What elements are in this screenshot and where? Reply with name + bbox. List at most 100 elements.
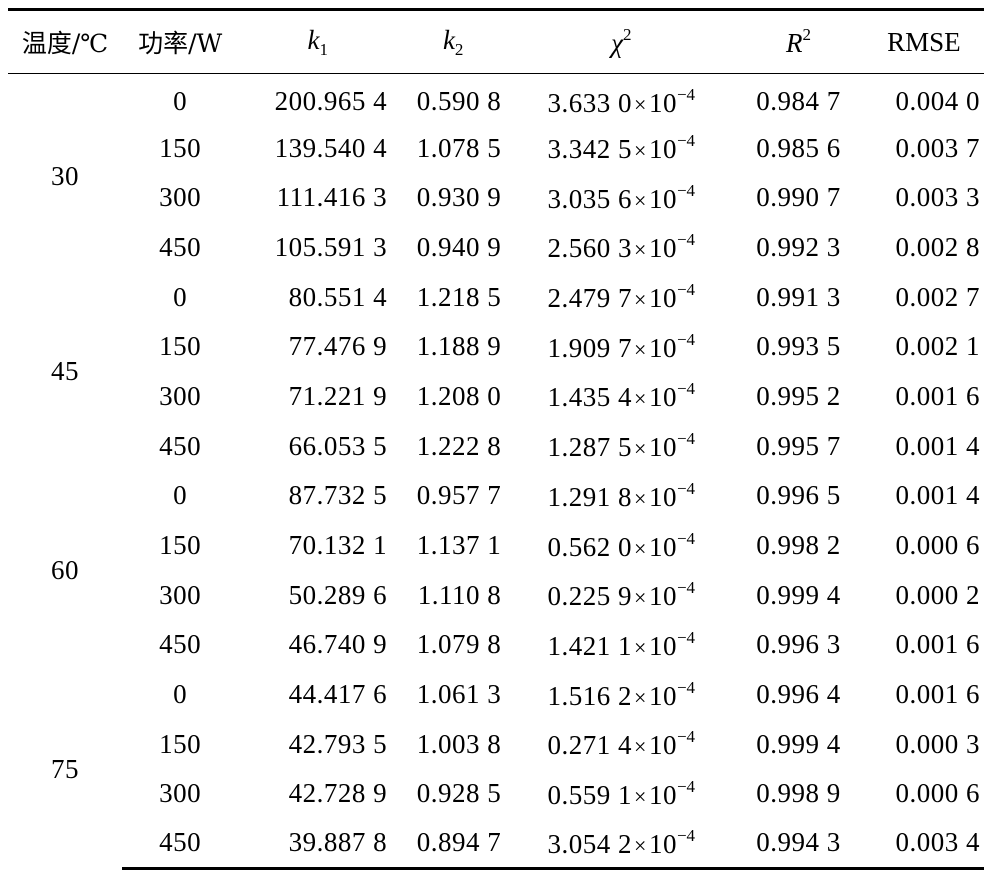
cell-k1: 39.887 8 (238, 818, 398, 870)
cell-power: 0 (173, 480, 188, 511)
cell-k1: 71.221 9 (288, 380, 388, 411)
cell-chi-square: 1.291 8×10−4 (509, 471, 733, 521)
table-row: 450 39.887 8 0.894 7 3.054 2×10−4 0.994 3 0.0… (8, 818, 984, 870)
table-row: 300 42.728 9 0.928 5 0.559 1×10−4 0.998 9 0.0… (8, 769, 984, 819)
cell-k2: 0.957 7 (416, 480, 502, 511)
chi-exponent: −4 (676, 329, 696, 349)
cell-r-square: 0.995 7 (756, 430, 841, 461)
cell-k2: 1.208 0 (416, 380, 502, 411)
chi-base: 10 (648, 779, 677, 810)
cell-rmse: 0.003 4 (863, 818, 984, 870)
cell-rmse: 0.001 6 (895, 380, 980, 411)
cell-rmse: 0.004 0 (895, 86, 980, 117)
cell-rmse: 0.002 8 (895, 231, 980, 262)
chi-mantissa: 0.225 9 (547, 581, 633, 612)
cell-power: 150 (159, 728, 202, 759)
header-temperature: 温度/℃ (21, 29, 109, 58)
table-row: 450 66.053 5 1.222 8 1.287 5×10−4 0.995 7 0.0… (8, 421, 984, 471)
chi-times-sign: × (634, 634, 647, 660)
cell-chi-square: 1.909 7×10−4 (509, 322, 733, 372)
cell-k2: 1.061 3 (416, 679, 502, 710)
cell-k1: 42.728 9 (288, 778, 388, 809)
cell-power: 0 (173, 281, 188, 312)
chi-base: 10 (648, 432, 677, 463)
chi-times-sign: × (634, 535, 647, 561)
cell-rmse: 0.000 2 (895, 579, 980, 610)
chi-base: 10 (648, 134, 677, 165)
chi-base: 10 (648, 87, 677, 118)
chi-base: 10 (648, 283, 677, 314)
cell-power: 450 (159, 629, 202, 660)
header-power: 功率/W (138, 29, 223, 58)
cell-temperature: 30 (51, 160, 80, 191)
cell-rmse: 0.000 6 (895, 530, 980, 561)
header-rmse: RMSE (887, 26, 961, 57)
header-k1-symbol: k (307, 24, 320, 55)
chi-base: 10 (648, 531, 677, 562)
cell-chi-square: 3.035 6×10−4 (509, 173, 733, 223)
chi-mantissa: 0.562 0 (547, 531, 633, 562)
table-row: 300 71.221 9 1.208 0 1.435 4×10−4 0.995 2 0.0… (8, 372, 984, 422)
chi-mantissa: 1.909 7 (547, 332, 633, 363)
cell-power: 150 (159, 331, 202, 362)
cell-chi-square: 1.435 4×10−4 (509, 372, 733, 422)
cell-chi-square: 0.225 9×10−4 (509, 570, 733, 620)
cell-chi-square: 0.271 4×10−4 (509, 719, 733, 769)
table-row: 150 77.476 9 1.188 9 1.909 7×10−4 0.993 5 0.0… (8, 322, 984, 372)
chi-base: 10 (648, 828, 677, 859)
header-r-superscript: 2 (802, 25, 812, 44)
cell-k2: 0.928 5 (416, 778, 502, 809)
header-k2: k2 (397, 10, 509, 74)
cell-r-square: 0.990 7 (756, 182, 841, 213)
chi-times-sign: × (634, 187, 647, 213)
cell-r-square: 0.993 5 (756, 331, 841, 362)
chi-exponent: −4 (676, 727, 696, 747)
cell-chi-square: 2.560 3×10−4 (509, 223, 733, 273)
chi-mantissa: 3.633 0 (547, 87, 633, 118)
cell-rmse: 0.001 6 (895, 679, 980, 710)
cell-k2: 0.940 9 (416, 231, 502, 262)
chi-times-sign: × (634, 287, 647, 313)
chi-times-sign: × (634, 585, 647, 611)
chi-mantissa: 1.421 1 (547, 630, 633, 661)
cell-r-square: 0.999 4 (756, 579, 841, 610)
table-row: 300 111.416 3 0.930 9 3.035 6×10−4 0.990 7 0.… (8, 173, 984, 223)
cell-r-square: 0.991 3 (756, 281, 841, 312)
cell-k2: 1.003 8 (416, 728, 502, 759)
chi-exponent: −4 (676, 429, 696, 449)
chi-times-sign: × (634, 734, 647, 760)
cell-r-square: 0.998 2 (756, 530, 841, 561)
cell-r-square: 0.996 5 (756, 480, 841, 511)
cell-k1: 111.416 3 (276, 182, 388, 213)
cell-chi-square: 1.287 5×10−4 (509, 421, 733, 471)
chi-times-sign: × (634, 336, 647, 362)
table-body: 30 0 200.965 4 0.590 8 3.633 0×10−4 0.984 7 0.… (8, 74, 984, 870)
chi-mantissa: 0.559 1 (547, 779, 633, 810)
cell-chi-square: 3.054 2×10−4 (509, 818, 734, 870)
cell-k1: 77.476 9 (288, 331, 388, 362)
cell-power: 300 (159, 380, 202, 411)
cell-r-square: 0.992 3 (756, 231, 841, 262)
cell-k2: 0.930 9 (416, 182, 502, 213)
cell-k2: 1.222 8 (416, 430, 502, 461)
cell-k2: 1.110 8 (417, 579, 502, 610)
chi-times-sign: × (634, 138, 647, 164)
chi-exponent: −4 (676, 528, 696, 548)
chi-times-sign: × (634, 237, 647, 263)
header-chi-square: χ2 (509, 10, 733, 74)
chi-base: 10 (648, 581, 677, 612)
cell-power: 450 (159, 430, 202, 461)
chi-times-sign: × (634, 91, 647, 117)
cell-chi-square: 0.562 0×10−4 (509, 521, 733, 571)
header-k1: k1 (238, 10, 397, 74)
table-row: 60 0 87.732 5 0.957 7 1.291 8×10−4 0.996 5 0.0… (8, 471, 984, 585)
chi-exponent: −4 (676, 478, 696, 498)
cell-k1: 66.053 5 (288, 430, 388, 461)
header-r-symbol: R (786, 28, 803, 58)
cell-rmse: 0.002 7 (895, 281, 980, 312)
chi-exponent: −4 (676, 627, 696, 647)
chi-mantissa: 1.435 4 (547, 382, 633, 413)
cell-k1: 80.551 4 (288, 281, 388, 312)
